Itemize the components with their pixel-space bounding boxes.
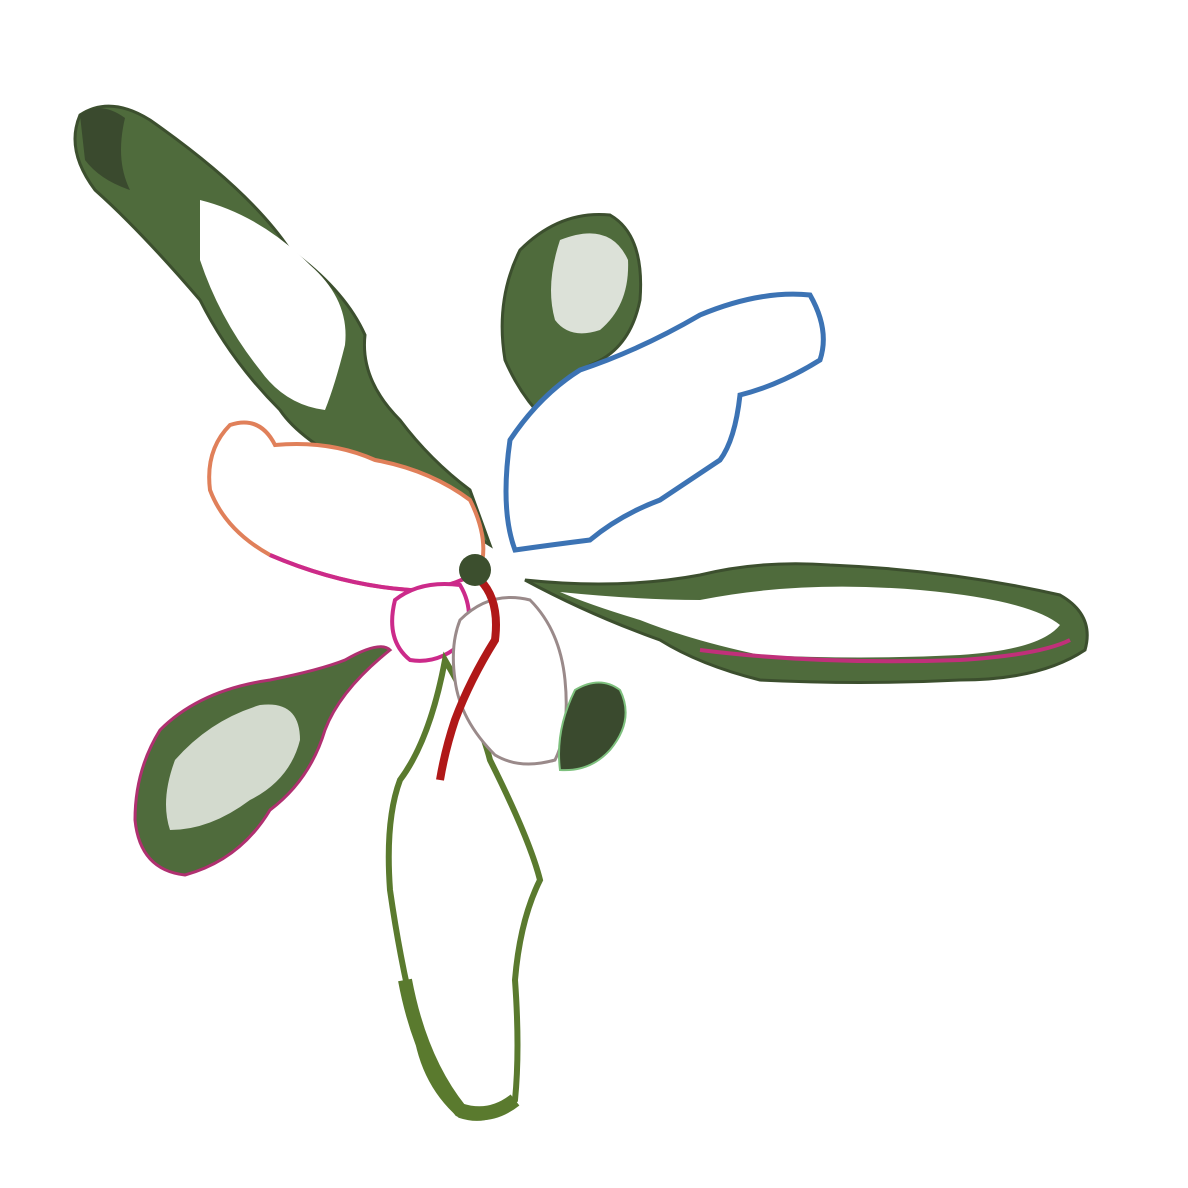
leaf xyxy=(503,291,826,553)
leaf-edge xyxy=(269,553,482,593)
leaf-highlight xyxy=(551,233,629,334)
leaf-shadow xyxy=(80,108,130,190)
leaf xyxy=(451,596,568,766)
leaf-highlight xyxy=(560,586,1060,658)
leaf-edge xyxy=(398,978,520,1121)
leaf xyxy=(558,681,627,772)
leaf-highlight xyxy=(200,200,346,410)
leaf-highlight xyxy=(166,704,300,830)
rosette-center xyxy=(459,554,491,586)
leaf-edge xyxy=(699,638,1071,664)
stem xyxy=(436,577,500,781)
